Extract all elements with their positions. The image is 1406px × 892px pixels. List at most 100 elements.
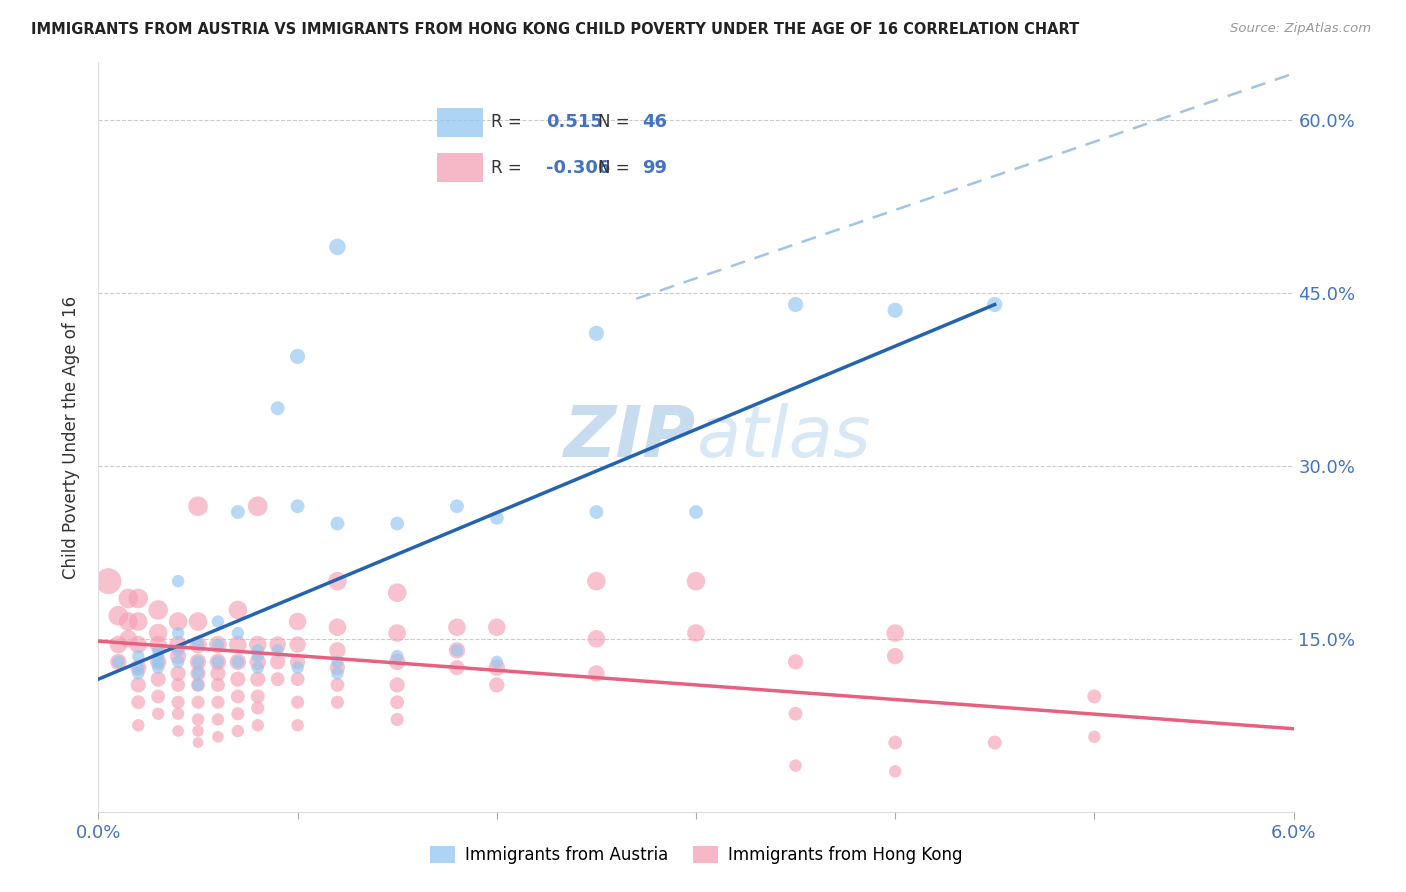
Point <box>167 724 190 739</box>
FancyBboxPatch shape <box>437 108 484 136</box>
Point <box>107 655 129 669</box>
Point <box>207 655 229 669</box>
Point <box>585 505 607 519</box>
Point <box>226 603 249 617</box>
Point <box>287 660 309 674</box>
Point <box>246 701 269 715</box>
Point <box>127 660 149 674</box>
Point <box>1083 690 1105 704</box>
Point <box>127 695 149 709</box>
Text: R =: R = <box>491 159 522 177</box>
Point <box>167 706 190 721</box>
Point <box>207 713 229 727</box>
Text: Source: ZipAtlas.com: Source: ZipAtlas.com <box>1230 22 1371 36</box>
Point <box>446 643 468 657</box>
Point <box>226 706 249 721</box>
Text: -0.306: -0.306 <box>546 159 610 177</box>
Point <box>884 626 907 640</box>
Point <box>167 655 190 669</box>
Point <box>267 672 290 686</box>
Point <box>385 655 409 669</box>
Text: N =: N = <box>598 113 630 131</box>
Point <box>685 626 707 640</box>
Point <box>187 638 209 652</box>
Point <box>287 638 309 652</box>
Point <box>246 500 269 514</box>
Point <box>148 690 170 704</box>
Point <box>246 718 269 732</box>
FancyBboxPatch shape <box>437 153 484 182</box>
Point <box>127 718 149 732</box>
Point <box>226 626 249 640</box>
Point <box>287 718 309 732</box>
Point <box>226 672 249 686</box>
Point <box>207 655 229 669</box>
Point <box>485 620 508 634</box>
Point <box>585 326 607 341</box>
Point <box>326 660 349 674</box>
Point <box>127 649 149 664</box>
Point <box>148 706 170 721</box>
Point <box>207 615 229 629</box>
Point <box>187 695 209 709</box>
Point <box>485 660 508 674</box>
Point <box>326 643 349 657</box>
Point <box>167 626 190 640</box>
Point <box>167 643 190 657</box>
Point <box>187 666 209 681</box>
Text: atlas: atlas <box>696 402 870 472</box>
Point <box>246 690 269 704</box>
Point <box>117 615 139 629</box>
Point <box>187 638 209 652</box>
Point <box>267 401 290 416</box>
Point <box>167 666 190 681</box>
Point <box>785 758 807 772</box>
Point <box>187 678 209 692</box>
Point <box>326 516 349 531</box>
Point <box>267 655 290 669</box>
Point <box>167 638 190 652</box>
Point <box>226 655 249 669</box>
Point <box>385 516 409 531</box>
Point <box>326 574 349 589</box>
Point <box>785 297 807 311</box>
Point <box>984 735 1007 749</box>
Point <box>107 655 129 669</box>
Point <box>287 672 309 686</box>
Point <box>148 603 170 617</box>
Text: ZIP: ZIP <box>564 402 696 472</box>
Point <box>187 655 209 669</box>
Point <box>785 655 807 669</box>
Point <box>127 615 149 629</box>
Point <box>1083 730 1105 744</box>
Point <box>207 666 229 681</box>
Point <box>585 574 607 589</box>
Point <box>326 678 349 692</box>
Point <box>226 690 249 704</box>
Point <box>287 350 309 364</box>
Point <box>117 591 139 606</box>
Point <box>127 666 149 681</box>
Text: N =: N = <box>598 159 630 177</box>
Point <box>226 638 249 652</box>
Point <box>385 585 409 599</box>
Point <box>287 695 309 709</box>
Point <box>485 510 508 524</box>
Point <box>685 574 707 589</box>
Point <box>884 764 907 779</box>
Point <box>187 655 209 669</box>
Point <box>148 655 170 669</box>
Point <box>167 615 190 629</box>
Point <box>187 724 209 739</box>
Point <box>167 649 190 664</box>
Point <box>246 638 269 652</box>
Point <box>226 505 249 519</box>
Point <box>385 678 409 692</box>
Text: 46: 46 <box>643 113 666 131</box>
Point <box>246 655 269 669</box>
Point <box>127 660 149 674</box>
Text: 99: 99 <box>643 159 666 177</box>
Point <box>226 724 249 739</box>
Point <box>326 240 349 254</box>
Legend: Immigrants from Austria, Immigrants from Hong Kong: Immigrants from Austria, Immigrants from… <box>423 839 969 871</box>
